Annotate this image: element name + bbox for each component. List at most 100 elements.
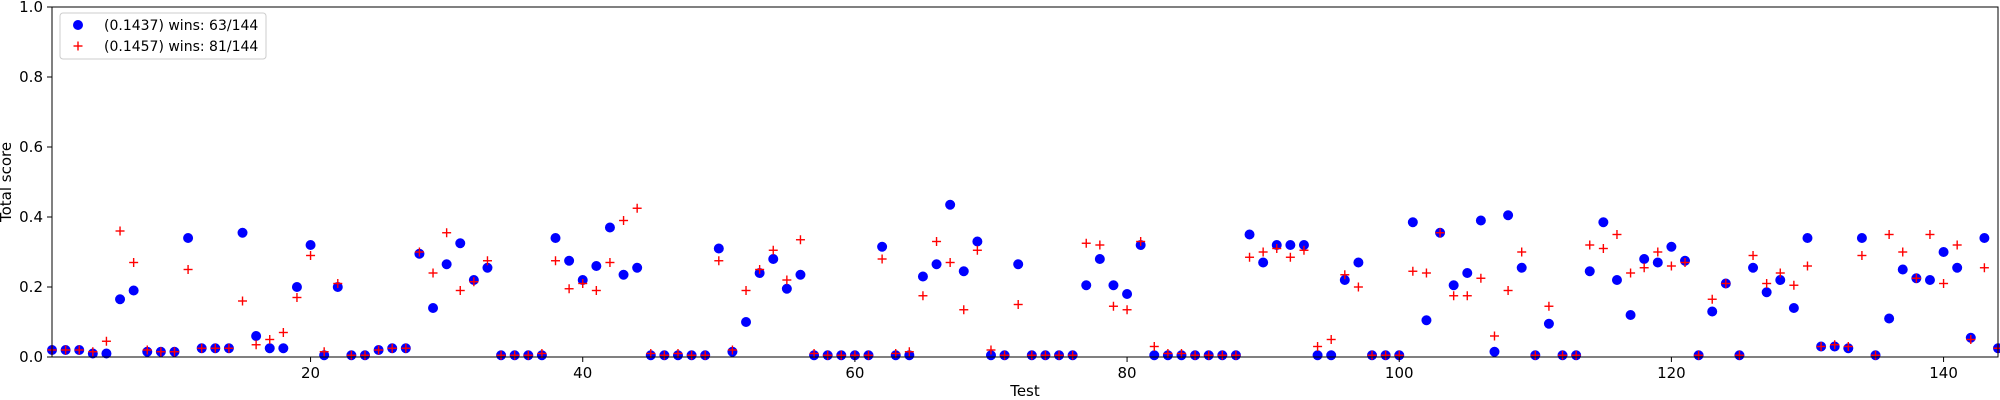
red-plus-point: [945, 258, 955, 267]
red-plus-point: [591, 286, 601, 295]
blue-point: [1244, 229, 1255, 240]
blue-point: [1503, 210, 1514, 221]
blue-point: [564, 255, 575, 266]
red-plus-point: [986, 345, 996, 355]
legend-box: [59, 12, 267, 60]
red-plus-point: [755, 265, 765, 274]
blue-point: [1788, 303, 1799, 313]
red-plus-point: [1000, 350, 1010, 360]
y-tick-label: 0.0: [19, 348, 43, 366]
red-plus-point: [156, 347, 166, 357]
blue-point: [1897, 264, 1908, 275]
blue-point: [632, 262, 643, 273]
legend-marker-blue: [73, 20, 83, 30]
red-plus-point: [1408, 266, 1418, 276]
blue-point: [945, 199, 956, 210]
x-axis-label: Test: [1009, 382, 1040, 400]
series-1-points: [47, 199, 2000, 361]
red-plus-point: [1734, 350, 1744, 360]
red-plus-point: [115, 226, 125, 236]
red-plus-point: [1517, 247, 1527, 257]
blue-point: [455, 238, 466, 249]
x-tick-label: 140: [1929, 364, 1958, 382]
red-plus-point: [1285, 252, 1295, 262]
red-plus-point: [88, 347, 98, 357]
blue-point: [101, 348, 112, 359]
red-plus-point: [523, 350, 533, 360]
blue-point: [795, 269, 806, 280]
red-plus-point: [1326, 335, 1336, 344]
red-plus-point: [1068, 350, 1078, 360]
red-plus-point: [414, 247, 424, 257]
red-plus-point: [1612, 230, 1622, 239]
red-plus-point: [1040, 350, 1050, 360]
red-plus-point: [374, 345, 384, 355]
red-plus-point: [1190, 350, 1200, 360]
red-plus-point: [496, 350, 506, 360]
red-plus-point: [741, 286, 751, 295]
x-tick-label: 60: [845, 364, 864, 382]
red-plus-point: [1802, 261, 1812, 271]
blue-point: [428, 303, 439, 313]
blue-point: [1598, 217, 1609, 228]
blue-point: [1122, 289, 1133, 299]
red-plus-point: [632, 203, 642, 213]
blue-point: [1149, 350, 1160, 361]
red-plus-point: [1245, 252, 1255, 262]
red-plus-point: [1258, 247, 1268, 257]
red-plus-point: [169, 347, 179, 357]
red-plus-point: [700, 350, 710, 360]
red-plus-point: [455, 286, 465, 295]
red-plus-point: [251, 340, 261, 350]
series-2-points: [47, 203, 2000, 360]
red-plus-point: [1748, 251, 1758, 260]
red-plus-point: [333, 279, 343, 288]
blue-point: [1802, 233, 1813, 243]
red-plus-point: [1952, 240, 1962, 250]
red-plus-point: [823, 350, 833, 360]
red-plus-point: [1122, 305, 1132, 315]
blue-point: [278, 343, 289, 354]
y-axis-label: Total score: [0, 142, 15, 223]
red-plus-point: [918, 291, 928, 301]
blue-point: [1666, 241, 1677, 252]
red-plus-point: [1626, 268, 1636, 278]
x-axis: 20 40 60 80 100 120 140: [301, 357, 1958, 382]
red-plus-point: [1871, 350, 1881, 360]
red-plus-point: [1054, 350, 1064, 360]
red-plus-point: [1435, 228, 1445, 238]
blue-point: [1353, 257, 1364, 268]
y-tick-label: 0.8: [19, 68, 43, 86]
y-tick-label: 0.6: [19, 138, 43, 156]
red-plus-point: [782, 275, 792, 285]
red-plus-point: [319, 347, 329, 357]
red-plus-point: [687, 350, 697, 360]
red-plus-point: [551, 256, 561, 266]
blue-point: [128, 285, 139, 296]
blue-point: [972, 236, 983, 247]
red-plus-point: [401, 343, 411, 353]
red-plus-point: [1721, 279, 1731, 288]
blue-point: [618, 269, 629, 280]
blue-point: [1856, 233, 1867, 243]
blue-point: [591, 261, 602, 271]
red-plus-point: [1966, 335, 1976, 344]
red-plus-point: [482, 256, 492, 266]
red-plus-point: [428, 268, 438, 278]
red-plus-point: [1340, 270, 1350, 280]
red-plus-point: [1843, 342, 1853, 351]
red-plus-point: [1558, 350, 1568, 360]
blue-point: [741, 317, 752, 327]
red-plus-point: [1598, 244, 1608, 253]
red-plus-point: [442, 228, 452, 238]
red-plus-point: [959, 305, 969, 315]
red-plus-point: [265, 335, 275, 344]
x-tick-label: 40: [573, 364, 592, 382]
red-plus-point: [795, 235, 805, 245]
red-plus-point: [306, 251, 316, 260]
blue-point: [1639, 254, 1650, 264]
blue-point: [1748, 262, 1759, 273]
blue-point: [1258, 257, 1269, 268]
legend-marker-red: [73, 41, 83, 51]
red-plus-point: [1013, 300, 1023, 309]
